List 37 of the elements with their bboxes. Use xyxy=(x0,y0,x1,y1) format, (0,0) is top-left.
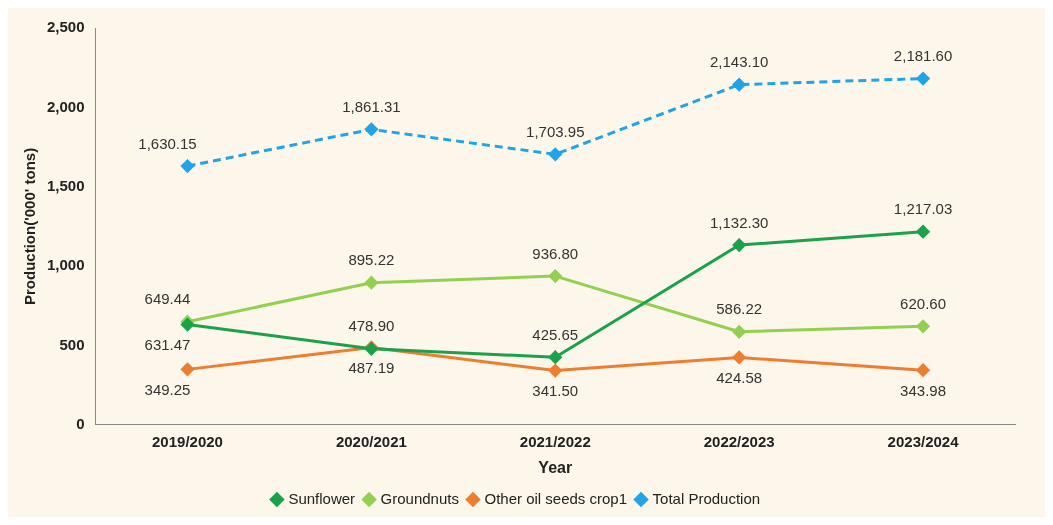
y-tick-label: 2,500 xyxy=(46,18,85,36)
data-label: 343.98 xyxy=(900,381,946,399)
x-tick-label: 2023/2024 xyxy=(887,432,960,450)
x-tick-label: 2020/2021 xyxy=(335,432,407,450)
data-label: 1,703.95 xyxy=(526,122,585,140)
x-axis-title: Year xyxy=(538,458,573,476)
x-tick-label: 2022/2023 xyxy=(703,432,775,450)
data-label: 2,181.60 xyxy=(893,47,953,65)
data-label: 895.22 xyxy=(348,251,395,269)
data-label: 478.90 xyxy=(348,317,395,335)
data-label: 586.22 xyxy=(716,300,763,318)
x-tick-label: 2021/2022 xyxy=(519,432,591,450)
data-label: 649.44 xyxy=(144,290,191,308)
data-label: 2,143.10 xyxy=(709,53,769,71)
data-label: 425.65 xyxy=(532,325,579,343)
data-label: 424.58 xyxy=(716,369,763,387)
y-tick-label: 1,000 xyxy=(46,256,85,274)
data-label: 1,132.30 xyxy=(709,213,769,231)
x-tick-label: 2019/2020 xyxy=(152,432,223,450)
y-tick-label: 0 xyxy=(76,414,85,432)
legend-label: Groundnuts xyxy=(380,489,459,507)
y-axis-title: Production('000' tons) xyxy=(21,147,39,305)
data-label: 349.25 xyxy=(144,381,191,399)
y-tick-label: 2,000 xyxy=(46,97,85,115)
data-label: 936.80 xyxy=(532,244,579,262)
data-label: 631.47 xyxy=(144,336,191,354)
data-label: 1,217.03 xyxy=(893,200,953,218)
legend-label: Other oil seeds crop1 xyxy=(484,489,628,507)
data-label: 487.19 xyxy=(348,359,395,377)
data-label: 1,861.31 xyxy=(342,98,401,116)
data-label: 341.50 xyxy=(532,382,579,400)
data-label: 1,630.15 xyxy=(138,134,197,152)
legend-label: Sunflower xyxy=(288,489,356,507)
y-tick-label: 500 xyxy=(59,335,85,353)
legend-label: Total Production xyxy=(652,489,761,507)
data-label: 620.60 xyxy=(900,294,946,312)
y-tick-label: 1,500 xyxy=(46,176,85,194)
